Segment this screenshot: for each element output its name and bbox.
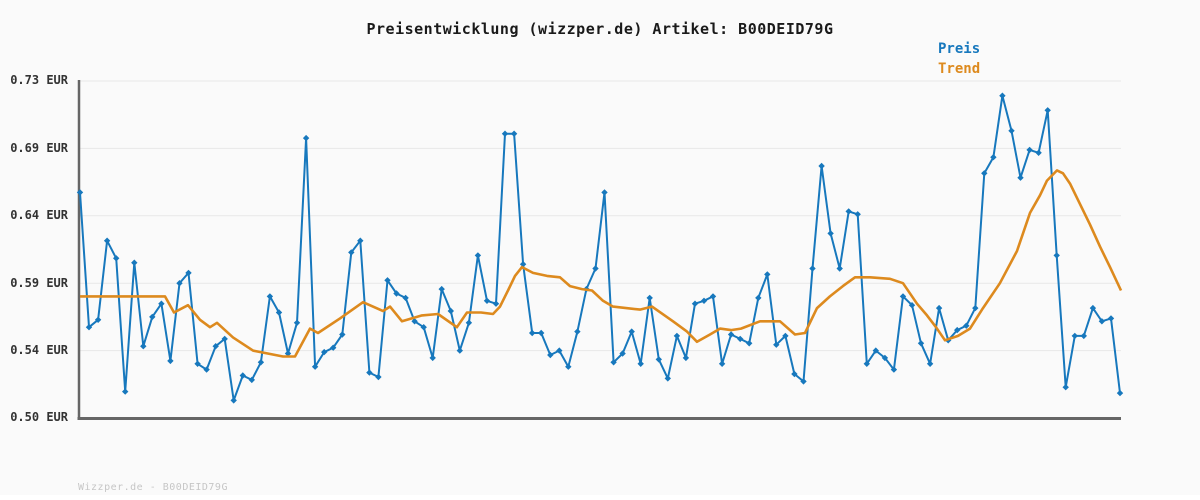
trend-line	[80, 169, 1123, 358]
watermark-text: Wizzper.de - B00DEID79G	[78, 482, 228, 493]
y-axis-tick-label: 0.59 EUR	[10, 276, 68, 290]
legend: Preis Trend	[938, 39, 980, 79]
y-axis-tick-label: 0.50 EUR	[10, 410, 68, 424]
bottom-bar	[0, 495, 1200, 500]
chart-title: Preisentwicklung (wizzper.de) Artikel: B…	[366, 20, 834, 38]
legend-item-preis: Preis	[938, 41, 981, 57]
y-axis-tick-label: 0.69 EUR	[10, 141, 68, 155]
legend-item-trend: Trend	[938, 61, 981, 77]
price-line	[79, 94, 1121, 402]
y-axis-tick-label: 0.73 EUR	[10, 73, 68, 87]
price-markers	[76, 92, 1124, 404]
y-axis-tick-label: 0.64 EUR	[10, 208, 68, 222]
y-axis-tick-label: 0.54 EUR	[10, 343, 68, 357]
